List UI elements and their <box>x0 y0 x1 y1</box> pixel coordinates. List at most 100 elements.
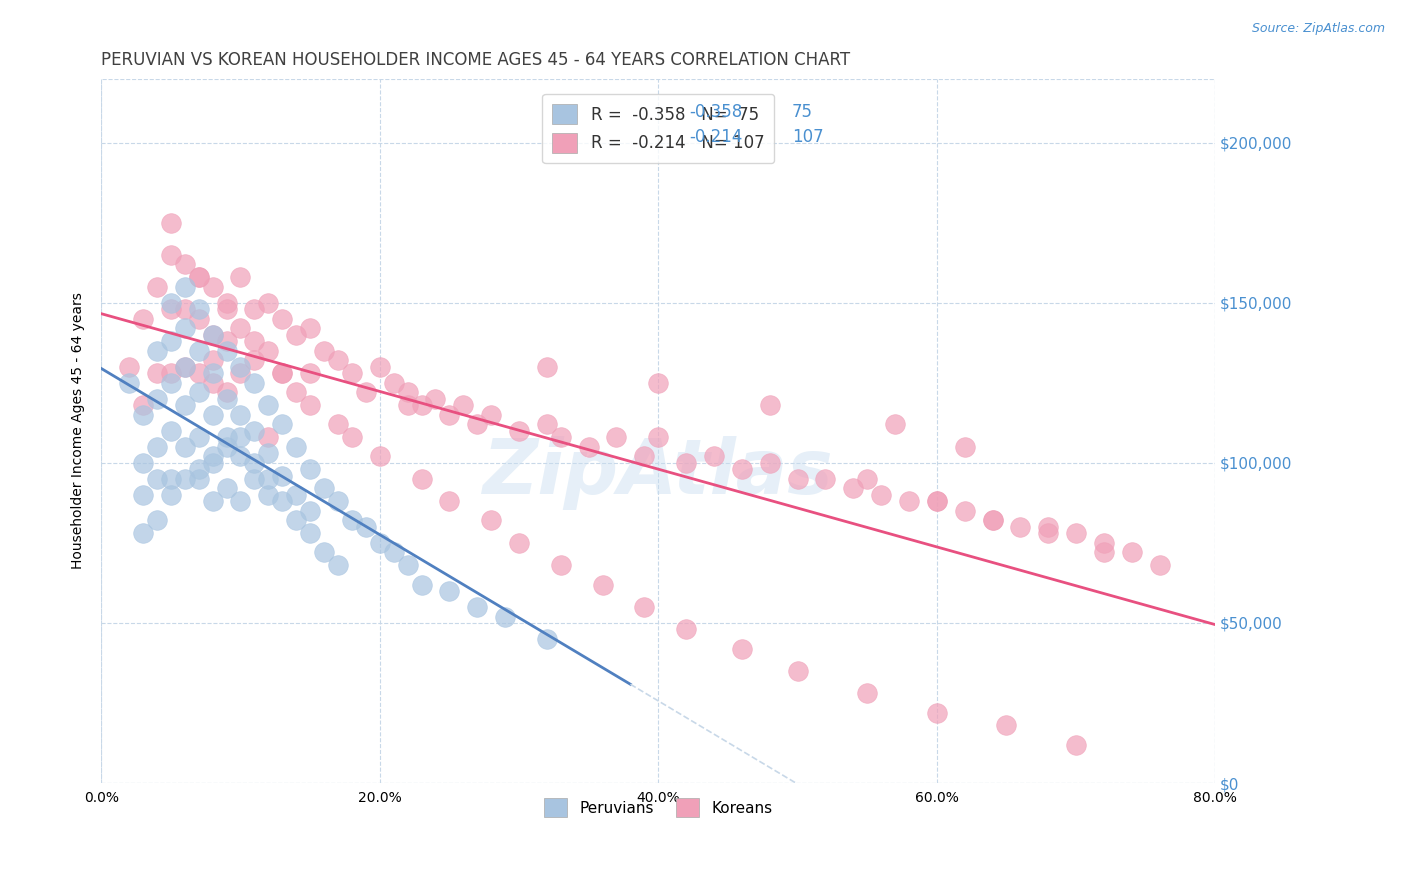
Point <box>856 686 879 700</box>
Point <box>243 353 266 368</box>
Point <box>243 456 266 470</box>
Point <box>132 311 155 326</box>
Point <box>382 376 405 390</box>
Point <box>187 343 209 358</box>
Point <box>354 520 377 534</box>
Point <box>897 494 920 508</box>
Point <box>299 366 322 380</box>
Point <box>439 408 461 422</box>
Point <box>479 513 502 527</box>
Point <box>411 398 433 412</box>
Point <box>160 334 183 348</box>
Point <box>118 376 141 390</box>
Point <box>187 311 209 326</box>
Point <box>201 450 224 464</box>
Point <box>786 472 808 486</box>
Point <box>1064 738 1087 752</box>
Point <box>201 494 224 508</box>
Point <box>299 504 322 518</box>
Point <box>382 545 405 559</box>
Point <box>326 417 349 432</box>
Point <box>160 424 183 438</box>
Text: PERUVIAN VS KOREAN HOUSEHOLDER INCOME AGES 45 - 64 YEARS CORRELATION CHART: PERUVIAN VS KOREAN HOUSEHOLDER INCOME AG… <box>101 51 851 69</box>
Point <box>215 482 238 496</box>
Point <box>675 456 697 470</box>
Point <box>173 257 195 271</box>
Point <box>229 450 252 464</box>
Text: -0.358: -0.358 <box>689 103 742 121</box>
Point <box>187 462 209 476</box>
Point <box>396 398 419 412</box>
Point <box>870 488 893 502</box>
Point <box>187 366 209 380</box>
Point <box>215 302 238 317</box>
Point <box>995 718 1018 732</box>
Point <box>173 472 195 486</box>
Point <box>439 494 461 508</box>
Point <box>1092 536 1115 550</box>
Point <box>299 398 322 412</box>
Point <box>215 440 238 454</box>
Point <box>326 353 349 368</box>
Point <box>201 353 224 368</box>
Point <box>215 334 238 348</box>
Point <box>340 366 363 380</box>
Point <box>201 456 224 470</box>
Point <box>271 494 294 508</box>
Point <box>953 504 976 518</box>
Point <box>299 526 322 541</box>
Point <box>605 430 627 444</box>
Point <box>132 456 155 470</box>
Text: 75: 75 <box>792 103 813 121</box>
Point <box>257 295 280 310</box>
Point <box>299 321 322 335</box>
Point <box>201 376 224 390</box>
Point <box>173 398 195 412</box>
Point <box>856 472 879 486</box>
Point <box>173 279 195 293</box>
Point <box>160 366 183 380</box>
Point <box>285 488 308 502</box>
Point <box>1149 558 1171 573</box>
Point <box>187 385 209 400</box>
Point <box>160 295 183 310</box>
Point <box>271 468 294 483</box>
Point <box>1064 526 1087 541</box>
Point <box>160 216 183 230</box>
Point <box>160 302 183 317</box>
Point <box>1121 545 1143 559</box>
Point <box>173 321 195 335</box>
Point <box>312 482 335 496</box>
Text: Source: ZipAtlas.com: Source: ZipAtlas.com <box>1251 22 1385 36</box>
Point <box>465 599 488 614</box>
Point <box>257 488 280 502</box>
Point <box>285 327 308 342</box>
Point <box>173 440 195 454</box>
Point <box>173 359 195 374</box>
Point <box>465 417 488 432</box>
Point <box>340 430 363 444</box>
Point <box>132 526 155 541</box>
Point <box>146 366 169 380</box>
Point <box>786 664 808 678</box>
Point <box>508 536 530 550</box>
Point <box>146 472 169 486</box>
Point <box>257 343 280 358</box>
Point <box>132 408 155 422</box>
Point <box>187 270 209 285</box>
Point <box>229 494 252 508</box>
Point <box>146 343 169 358</box>
Point <box>925 494 948 508</box>
Point <box>257 472 280 486</box>
Point <box>326 494 349 508</box>
Point <box>146 513 169 527</box>
Point <box>257 430 280 444</box>
Text: ZipAtlas: ZipAtlas <box>482 436 834 510</box>
Point <box>312 545 335 559</box>
Point <box>675 623 697 637</box>
Point <box>160 488 183 502</box>
Point <box>536 632 558 646</box>
Point <box>201 279 224 293</box>
Point <box>160 472 183 486</box>
Point <box>173 359 195 374</box>
